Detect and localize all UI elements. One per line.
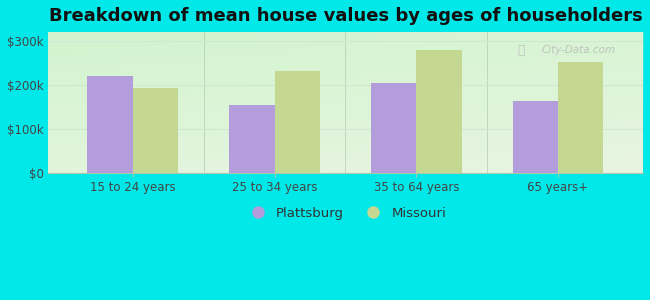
- Text: ⓘ: ⓘ: [517, 44, 525, 57]
- Bar: [416, 50, 462, 172]
- Legend: Plattsburg, Missouri: Plattsburg, Missouri: [239, 202, 452, 225]
- Bar: [513, 101, 558, 172]
- Bar: [274, 71, 320, 172]
- Bar: [229, 104, 274, 172]
- Bar: [558, 62, 603, 172]
- Text: City-Data.com: City-Data.com: [542, 45, 616, 55]
- Bar: [371, 82, 416, 172]
- Bar: [87, 76, 133, 172]
- Bar: [133, 88, 178, 172]
- Title: Breakdown of mean house values by ages of householders: Breakdown of mean house values by ages o…: [49, 7, 642, 25]
